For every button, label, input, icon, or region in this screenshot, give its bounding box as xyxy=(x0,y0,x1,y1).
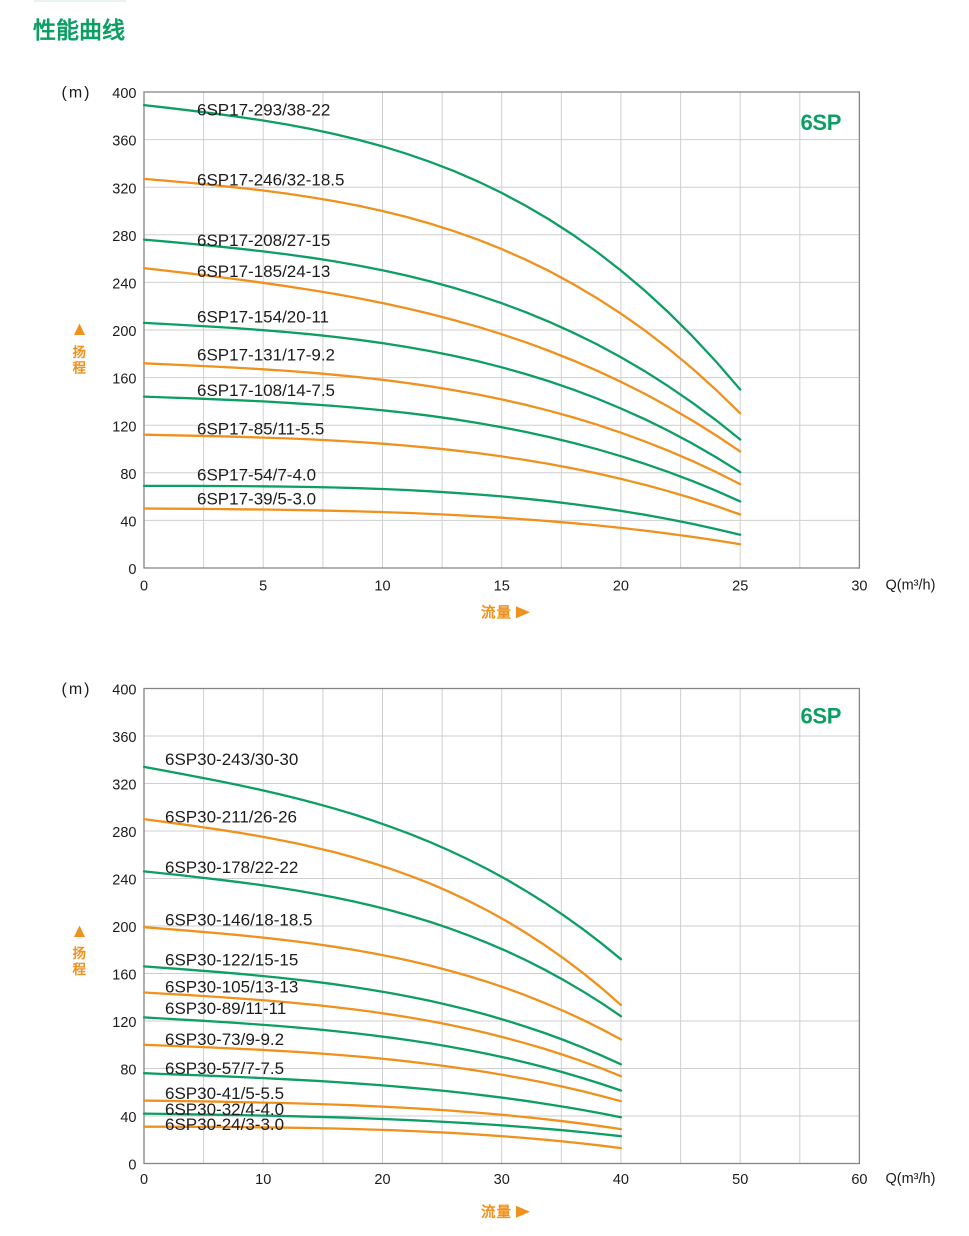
svg-text:6SP: 6SP xyxy=(801,704,842,729)
svg-text:6SP30-146/18-18.5: 6SP30-146/18-18.5 xyxy=(165,911,312,930)
svg-text:(m): (m) xyxy=(62,681,92,698)
svg-text:6SP30-105/13-13: 6SP30-105/13-13 xyxy=(165,978,298,997)
svg-text:40: 40 xyxy=(613,1172,629,1188)
svg-text:40: 40 xyxy=(120,515,136,531)
svg-text:30: 30 xyxy=(851,579,867,595)
svg-text:6SP17-293/38-22: 6SP17-293/38-22 xyxy=(197,101,330,120)
svg-text:6SP17-54/7-4.0: 6SP17-54/7-4.0 xyxy=(197,466,316,485)
svg-text:20: 20 xyxy=(374,1172,390,1188)
svg-text:240: 240 xyxy=(112,277,136,293)
svg-text:流量: 流量 xyxy=(481,1203,512,1221)
svg-text:320: 320 xyxy=(112,778,136,794)
svg-text:6SP17-154/20-11: 6SP17-154/20-11 xyxy=(197,307,329,326)
svg-text:扬: 扬 xyxy=(73,344,87,360)
svg-text:10: 10 xyxy=(255,1172,271,1188)
svg-text:6SP17-131/17-9.2: 6SP17-131/17-9.2 xyxy=(197,346,335,365)
svg-text:6SP17-39/5-3.0: 6SP17-39/5-3.0 xyxy=(197,489,316,508)
svg-text:320: 320 xyxy=(112,181,136,197)
svg-text:50: 50 xyxy=(732,1172,748,1188)
svg-text:流量: 流量 xyxy=(481,604,512,622)
svg-text:0: 0 xyxy=(140,1172,148,1188)
svg-text:程: 程 xyxy=(73,361,87,376)
svg-text:(m): (m) xyxy=(62,85,92,102)
svg-text:80: 80 xyxy=(120,1063,136,1079)
svg-text:400: 400 xyxy=(112,683,136,699)
svg-text:0: 0 xyxy=(128,562,136,578)
svg-text:6SP: 6SP xyxy=(801,110,842,135)
svg-text:240: 240 xyxy=(112,873,136,889)
svg-text:Q(m³/h): Q(m³/h) xyxy=(886,578,936,594)
svg-text:6SP17-185/24-13: 6SP17-185/24-13 xyxy=(197,262,330,281)
svg-text:10: 10 xyxy=(374,579,390,595)
svg-text:0: 0 xyxy=(128,1158,136,1174)
svg-text:6SP30-122/15-15: 6SP30-122/15-15 xyxy=(165,951,298,970)
svg-text:160: 160 xyxy=(112,372,136,388)
svg-text:280: 280 xyxy=(112,229,136,245)
svg-text:6SP30-24/3-3.0: 6SP30-24/3-3.0 xyxy=(165,1115,284,1134)
svg-text:0: 0 xyxy=(140,579,148,595)
svg-text:120: 120 xyxy=(112,419,136,435)
svg-text:6SP30-73/9-9.2: 6SP30-73/9-9.2 xyxy=(165,1030,284,1049)
svg-text:25: 25 xyxy=(732,579,748,595)
svg-text:6SP30-32/4-4.0: 6SP30-32/4-4.0 xyxy=(165,1100,284,1119)
svg-text:160: 160 xyxy=(112,968,136,984)
svg-text:60: 60 xyxy=(851,1172,867,1188)
svg-text:200: 200 xyxy=(112,920,136,936)
svg-text:280: 280 xyxy=(112,825,136,841)
svg-text:360: 360 xyxy=(112,134,136,150)
svg-text:6SP30-41/5-5.5: 6SP30-41/5-5.5 xyxy=(165,1084,284,1103)
svg-text:120: 120 xyxy=(112,1015,136,1031)
svg-text:30: 30 xyxy=(494,1172,510,1188)
svg-text:扬: 扬 xyxy=(73,945,87,961)
svg-text:6SP30-211/26-26: 6SP30-211/26-26 xyxy=(165,808,297,827)
svg-text:80: 80 xyxy=(120,467,136,483)
svg-text:400: 400 xyxy=(112,86,136,102)
svg-text:程: 程 xyxy=(73,962,87,977)
svg-text:200: 200 xyxy=(112,324,136,340)
svg-text:6SP30-243/30-30: 6SP30-243/30-30 xyxy=(165,750,298,769)
svg-text:6SP30-89/11-11: 6SP30-89/11-11 xyxy=(165,999,286,1018)
svg-text:40: 40 xyxy=(120,1110,136,1126)
svg-text:6SP17-108/14-7.5: 6SP17-108/14-7.5 xyxy=(197,381,335,400)
svg-text:6SP17-208/27-15: 6SP17-208/27-15 xyxy=(197,231,330,250)
svg-text:Q(m³/h): Q(m³/h) xyxy=(886,1171,936,1187)
svg-text:5: 5 xyxy=(259,579,267,595)
svg-text:15: 15 xyxy=(494,579,510,595)
svg-text:6SP30-57/7-7.5: 6SP30-57/7-7.5 xyxy=(165,1059,284,1078)
svg-text:性能曲线: 性能曲线 xyxy=(33,17,125,43)
svg-text:360: 360 xyxy=(112,730,136,746)
svg-text:6SP17-85/11-5.5: 6SP17-85/11-5.5 xyxy=(197,419,324,438)
svg-text:6SP17-246/32-18.5: 6SP17-246/32-18.5 xyxy=(197,170,344,189)
svg-text:6SP30-178/22-22: 6SP30-178/22-22 xyxy=(165,858,298,877)
svg-text:20: 20 xyxy=(613,579,629,595)
